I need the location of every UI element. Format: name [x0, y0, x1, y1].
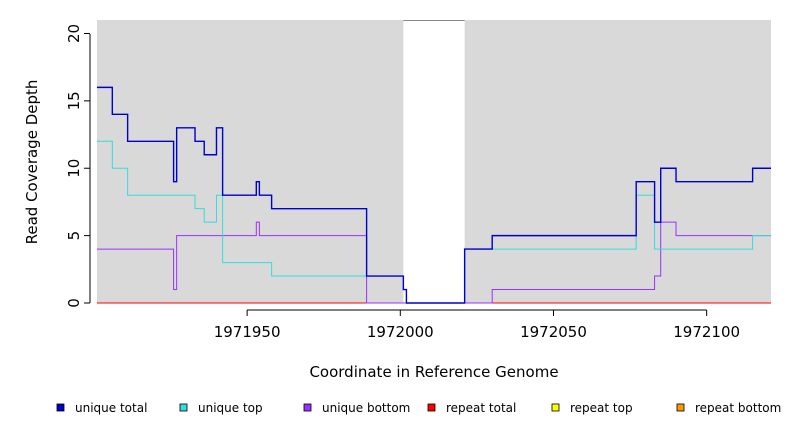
- x-tick-label: 1972050: [520, 323, 587, 341]
- x-tick-label: 1972000: [367, 323, 434, 341]
- y-tick-label: 15: [65, 91, 83, 110]
- legend-swatch-unique-bottom: [303, 403, 312, 412]
- legend-label-repeat-bottom: repeat bottom: [695, 401, 781, 415]
- legend-label-unique-total: unique total: [75, 401, 147, 415]
- legend-swatch-unique-total: [56, 403, 65, 412]
- y-axis-title: Read Coverage Depth: [23, 80, 41, 245]
- series-line-unique-total: [97, 86, 771, 304]
- y-tick-label: 0: [65, 298, 83, 308]
- uncovered-gap-region: [403, 20, 465, 303]
- y-tick-label: 5: [65, 231, 83, 241]
- y-axis: 0 5 10 15 20: [65, 24, 91, 308]
- x-axis: 1971950 1972000 1972050 1972100: [214, 309, 740, 341]
- legend-swatch-repeat-bottom: [676, 403, 685, 412]
- legend-label-unique-top: unique top: [198, 401, 263, 415]
- x-tick-label: 1971950: [214, 323, 281, 341]
- series-layer: [97, 86, 771, 304]
- legend-label-repeat-total: repeat total: [446, 401, 516, 415]
- legend-label-repeat-top: repeat top: [570, 401, 633, 415]
- legend-swatch-unique-top: [179, 403, 188, 412]
- x-tick-label: 1972100: [673, 323, 740, 341]
- legend: unique total unique top unique bottom repea…: [56, 401, 781, 415]
- legend-label-unique-bottom: unique bottom: [322, 401, 410, 415]
- x-axis-title: Coordinate in Reference Genome: [309, 363, 558, 381]
- y-tick-label: 20: [65, 24, 83, 43]
- legend-swatch-repeat-total: [427, 403, 436, 412]
- y-tick-label: 10: [65, 159, 83, 178]
- legend-swatch-repeat-top: [551, 403, 560, 412]
